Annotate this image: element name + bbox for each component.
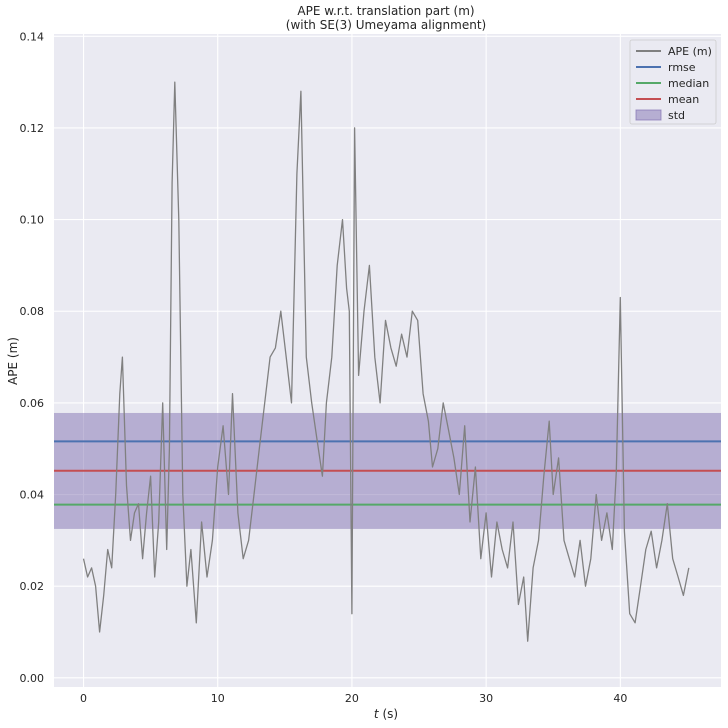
chart-title: APE w.r.t. translation part (m)	[297, 4, 474, 18]
y-tick-label: 0.00	[20, 672, 45, 685]
x-axis-label-var: t	[374, 707, 380, 721]
y-tick-label: 0.14	[20, 30, 45, 43]
y-tick-label: 0.08	[20, 305, 45, 318]
y-tick-label: 0.02	[20, 580, 45, 593]
x-tick-label: 40	[613, 692, 627, 705]
y-tick-label: 0.10	[20, 214, 45, 227]
legend-swatch	[635, 109, 662, 121]
x-axis-ticks: 0 10 20 30 40	[80, 692, 627, 705]
x-axis-label: t (s)	[374, 707, 398, 721]
x-tick-label: 10	[211, 692, 225, 705]
legend-label: APE (m)	[668, 45, 712, 58]
x-tick-label: 0	[80, 692, 87, 705]
legend: APE (m) rmse median mean std	[629, 39, 717, 125]
x-axis-label-unit: (s)	[379, 707, 398, 721]
legend-box	[629, 39, 717, 125]
y-axis-ticks: 0.00 0.02 0.04 0.06 0.08 0.10 0.12 0.14	[20, 30, 45, 685]
chart-subtitle: (with SE(3) Umeyama alignment)	[286, 18, 486, 32]
ape-line	[82, 81, 690, 642]
legend-label: mean	[668, 93, 699, 106]
y-tick-label: 0.04	[20, 489, 45, 502]
y-tick-label: 0.12	[20, 122, 45, 135]
plot-area	[54, 34, 721, 687]
ape-series	[82, 81, 690, 642]
legend-label: rmse	[668, 61, 696, 74]
x-tick-label: 30	[479, 692, 493, 705]
legend-label: median	[668, 77, 709, 90]
y-tick-label: 0.06	[20, 397, 45, 410]
legend-label: std	[668, 109, 685, 122]
x-tick-label: 20	[345, 692, 359, 705]
y-axis-label: APE (m)	[6, 337, 20, 385]
